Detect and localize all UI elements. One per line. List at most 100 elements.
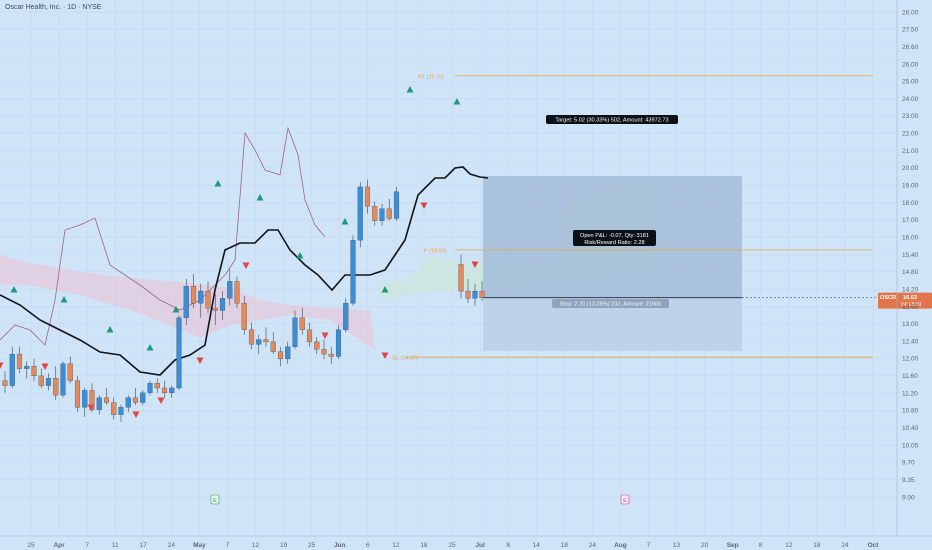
candle-down[interactable] xyxy=(38,375,44,386)
candle-down[interactable] xyxy=(190,286,197,304)
candle-up[interactable] xyxy=(350,240,356,304)
candle-up[interactable] xyxy=(118,407,124,415)
candle-down[interactable] xyxy=(306,329,313,343)
candle-down[interactable] xyxy=(154,382,160,389)
sell-signal-icon xyxy=(420,202,428,209)
time-tick-label: 12 xyxy=(785,542,793,549)
time-tick-label: Apr xyxy=(53,542,65,549)
time-tick-label: 25 xyxy=(27,542,35,549)
candle-down[interactable] xyxy=(372,206,378,221)
candle-down[interactable] xyxy=(465,290,471,299)
time-tick-label: 18 xyxy=(561,542,569,549)
candle-down[interactable] xyxy=(299,317,305,330)
price-tick-label: 16.00 xyxy=(902,234,919,241)
time-tick-label: 24 xyxy=(589,542,597,549)
candle-down[interactable] xyxy=(364,186,371,207)
candle-up[interactable] xyxy=(140,392,146,403)
time-tick-label: Oct xyxy=(868,542,880,549)
stop-label-bg xyxy=(552,299,669,308)
candle-down[interactable] xyxy=(270,341,276,352)
buy-signal-icon xyxy=(296,252,304,259)
time-tick-label: 11 xyxy=(112,542,119,549)
time-tick-label: 19 xyxy=(280,542,288,549)
candle-down[interactable] xyxy=(53,378,59,396)
candle-up[interactable] xyxy=(219,298,226,311)
candle-up[interactable] xyxy=(285,346,291,360)
buy-signal-icon xyxy=(146,344,154,351)
candle-down[interactable] xyxy=(67,363,73,381)
sell-signal-icon xyxy=(41,363,49,370)
stop-label-text: Stop: 2.20 (13.28%) 232, Amount: 21600 xyxy=(560,302,661,308)
candle-up[interactable] xyxy=(393,191,400,219)
candle-down[interactable] xyxy=(386,208,392,219)
candle-up[interactable] xyxy=(60,363,66,396)
candle-up[interactable] xyxy=(96,397,102,410)
candle-up[interactable] xyxy=(183,286,189,318)
target-label[interactable]: Target: 5.02 (30.33%) 502, Amount: 43972… xyxy=(546,115,678,124)
candle-down[interactable] xyxy=(277,351,284,360)
candle-down[interactable] xyxy=(89,390,95,410)
candle-up[interactable] xyxy=(227,281,233,299)
candle-up[interactable] xyxy=(45,378,52,386)
time-tick-label: 7 xyxy=(226,542,230,549)
candle-up[interactable] xyxy=(472,290,478,299)
time-tick-label: 24 xyxy=(841,542,849,549)
candle-down[interactable] xyxy=(161,387,168,393)
earnings-marker-text: E xyxy=(213,498,217,504)
buy-signal-icon xyxy=(106,326,114,333)
candle-down[interactable] xyxy=(2,380,8,386)
stop-label[interactable]: Stop: 2.20 (13.28%) 232, Amount: 21600 xyxy=(552,299,669,308)
candle-up[interactable] xyxy=(198,290,204,304)
candle-up[interactable] xyxy=(9,353,15,386)
signals xyxy=(0,86,479,418)
candle-down[interactable] xyxy=(314,341,320,350)
candle-down[interactable] xyxy=(132,397,139,403)
price-tick-label: 14.80 xyxy=(902,269,919,276)
candle-down[interactable] xyxy=(234,281,240,304)
candle-down[interactable] xyxy=(479,290,485,298)
sell-signal-icon xyxy=(0,362,4,369)
candle-up[interactable] xyxy=(335,329,342,357)
candle-up[interactable] xyxy=(147,382,153,393)
rr-text: Risk/Reward Ratio: 2.28 xyxy=(584,240,644,246)
candle-up[interactable] xyxy=(169,387,175,393)
candle-up[interactable] xyxy=(24,366,30,369)
candle-up[interactable] xyxy=(357,186,363,241)
earnings-marker[interactable]: E xyxy=(620,494,630,505)
candle-up[interactable] xyxy=(82,390,88,408)
price-tick-label: 19.00 xyxy=(902,183,919,190)
candle-up[interactable] xyxy=(379,208,385,221)
candle-down[interactable] xyxy=(263,339,269,343)
candle-down[interactable] xyxy=(111,402,117,415)
candle-up[interactable] xyxy=(176,317,182,389)
candle-up[interactable] xyxy=(256,339,262,345)
candle-down[interactable] xyxy=(16,353,23,369)
candle-down[interactable] xyxy=(458,264,464,292)
candle-down[interactable] xyxy=(205,290,211,309)
price-tick-label: 28.00 xyxy=(902,9,919,16)
candle-up[interactable] xyxy=(343,303,349,330)
sell-signal-icon xyxy=(196,357,204,364)
candle-down[interactable] xyxy=(328,353,334,357)
earnings-marker[interactable]: E xyxy=(210,494,220,505)
candle-up[interactable] xyxy=(292,317,298,347)
candle-down[interactable] xyxy=(321,349,327,355)
candle-down[interactable] xyxy=(31,366,37,377)
candle-up[interactable] xyxy=(125,397,131,408)
price-tick-label: 9.00 xyxy=(902,494,915,501)
price-tick-label: 13.00 xyxy=(902,321,919,328)
candle-down[interactable] xyxy=(248,329,255,345)
price-tick-label: 10.05 xyxy=(902,442,919,449)
earnings-marker-box xyxy=(210,494,220,505)
price-tick-label: 12.00 xyxy=(902,356,919,363)
sell-signal-icon xyxy=(381,352,389,359)
candle-down[interactable] xyxy=(241,303,247,330)
candle-down[interactable] xyxy=(103,397,110,403)
candle-down[interactable] xyxy=(212,307,218,311)
candle-down[interactable] xyxy=(74,380,81,408)
